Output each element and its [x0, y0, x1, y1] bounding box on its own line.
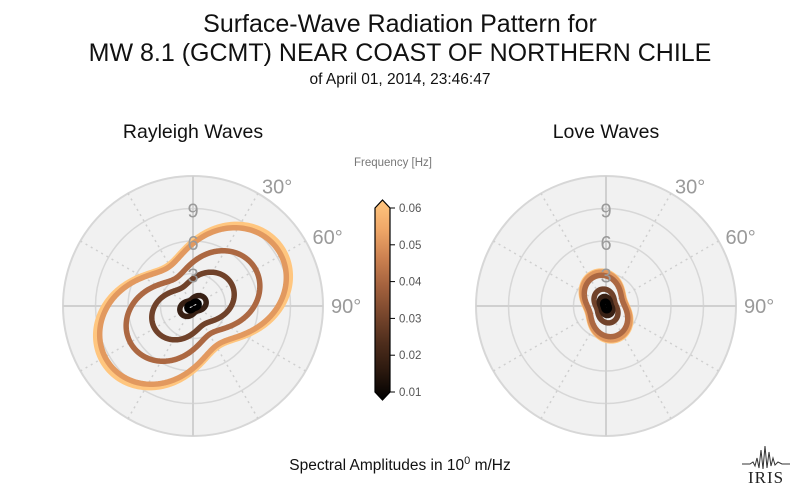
- logo-text: IRIS: [747, 468, 785, 487]
- radial-tick-label: 6: [187, 233, 198, 255]
- seismogram-icon: [742, 445, 790, 470]
- angular-grid-spoke: [493, 240, 719, 372]
- angular-grid-spoke: [80, 240, 306, 372]
- radiation-curve-0.01: [599, 298, 613, 314]
- colorbar-tick-label: 0.04: [399, 277, 422, 289]
- angular-grid-spoke: [540, 193, 672, 419]
- colorbar-tick-label: 0.02: [399, 350, 421, 362]
- amplitude-label-prefix: Spectral Amplitudes in 10: [289, 457, 465, 475]
- radial-tick-label: 9: [187, 201, 198, 223]
- chart-title-line2: MW 8.1 (GCMT) NEAR COAST OF NORTHERN CHI…: [88, 39, 712, 67]
- colorbar-tick-label: 0.03: [399, 313, 421, 325]
- amplitude-units-label: Spectral Amplitudes in 100 m/Hz: [0, 455, 800, 475]
- radial-tick-label: 3: [187, 266, 198, 288]
- colorbar-tick-label: 0.05: [399, 240, 421, 252]
- chart-title-line3: of April 01, 2014, 23:46:47: [309, 71, 491, 88]
- angle-tick-label: 60°: [313, 227, 343, 249]
- colorbar-label: Frequency [Hz]: [354, 157, 432, 169]
- angular-grid-spoke: [540, 193, 672, 419]
- radiation-curve-0.04: [123, 247, 263, 365]
- angular-grid-spoke: [493, 240, 719, 372]
- polar-plot-love: 3 6 9 30° 60° 90° Love Waves: [475, 121, 774, 437]
- radiation-curve-0.02: [177, 292, 209, 320]
- radial-tick-label: 6: [600, 233, 611, 255]
- polar-plot-rayleigh: 3 6 9 30° 60° 90° Rayleigh Waves: [62, 121, 361, 437]
- colorbar-gradient: [374, 199, 391, 401]
- radiation-curve-0.01: [184, 298, 202, 314]
- angular-grid-spoke: [127, 193, 259, 419]
- amplitude-label-suffix: m/Hz: [470, 457, 511, 475]
- angle-tick-label: 60°: [726, 227, 756, 249]
- radial-tick-label: 9: [600, 201, 611, 223]
- radial-tick-label: 3: [600, 266, 611, 288]
- angle-tick-label: 30°: [675, 176, 705, 198]
- radiation-curve-0.05: [96, 224, 290, 388]
- angle-tick-label: 90°: [744, 296, 774, 318]
- radiation-curve-0.03: [591, 286, 621, 326]
- chart-title-line1: Surface-Wave Radiation Pattern for: [203, 10, 597, 38]
- subplot-title-love: Love Waves: [553, 121, 660, 143]
- angle-tick-label: 30°: [262, 176, 292, 198]
- colorbar-tick-label: 0.01: [399, 387, 421, 399]
- radiation-curve-0.03: [149, 269, 237, 343]
- iris-logo: IRIS: [740, 444, 792, 488]
- frequency-colorbar: Frequency [Hz] 0.06 0.05 0.04 0.03 0.02 0.01: [354, 157, 432, 401]
- angular-grid-spoke: [127, 193, 259, 419]
- amplitude-label-exponent: 0: [464, 455, 471, 467]
- subplot-title-rayleigh: Rayleigh Waves: [123, 121, 263, 143]
- angular-grid-spoke: [80, 240, 306, 372]
- angle-tick-label: 90°: [331, 296, 361, 318]
- colorbar-tick-label: 0.06: [399, 203, 421, 215]
- radiation-curve-0.04: [581, 272, 631, 340]
